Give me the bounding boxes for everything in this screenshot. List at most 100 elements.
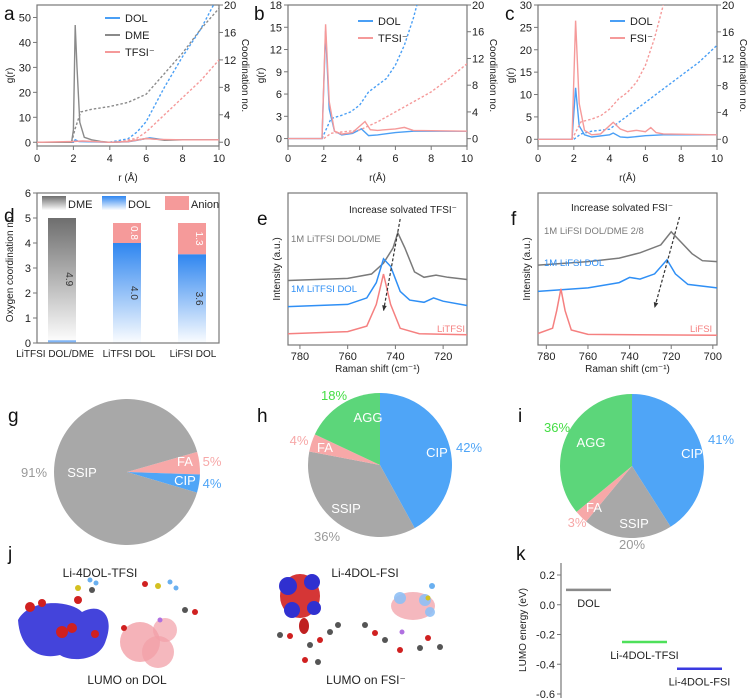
legend-swatch (165, 196, 189, 210)
slice-percent-label: 36% (544, 420, 570, 435)
y2-tick-label: 20 (224, 0, 236, 12)
y2-tick-label: 4 (472, 107, 478, 119)
y2-tick-label: 12 (722, 54, 734, 66)
bar-segment-dol (178, 254, 206, 343)
y-tick-label: 0 (25, 338, 31, 350)
trend-arrow-head (653, 302, 659, 308)
slice-percent-label: 42% (456, 440, 482, 455)
x-tick-label: 8 (180, 153, 186, 165)
panel-letter-b: b (254, 4, 265, 25)
series-label: LiTFSI (437, 324, 465, 335)
y2-tick-label: 12 (472, 53, 484, 65)
y-tick-label: 5 (25, 213, 31, 225)
x-axis-label: r(Å) (619, 171, 636, 184)
y-tick-label: -0.6 (536, 689, 555, 700)
panel-j-left-caption: LUMO on DOL (87, 673, 167, 687)
plot-frame (537, 192, 718, 346)
pie-slice-cip (632, 394, 704, 527)
pie-slice-agg (559, 394, 632, 512)
y2-axis-label: Coordination no. (487, 39, 498, 112)
x-category-label: LiTFSI DOL/DME (16, 349, 94, 360)
panel-d-chart: 0 1 2 3 4 5 6 Oxygen coordination no. LiTFSI DOL… (5, 188, 220, 360)
y-tick-label: 0 (276, 134, 282, 146)
y2-tick-label: 8 (224, 82, 230, 94)
bar-value-label: 0.8 (128, 226, 139, 240)
x-tick-label: 8 (428, 153, 434, 165)
y-tick-label: 15 (520, 67, 532, 79)
coordination-line-1 (571, 5, 664, 140)
raman-spectrum-1 (287, 257, 468, 308)
x-category-label: LiFSI DOL (170, 349, 217, 360)
legend-label: DOL (125, 13, 148, 25)
y-axis-label: Intensity (a.u.) (522, 237, 533, 300)
y-tick-label: 0 (25, 137, 31, 149)
x-tick-label: 4 (607, 153, 613, 165)
y2-tick-label: 8 (722, 81, 728, 93)
y-tick-label: 6 (25, 188, 31, 200)
panel-j-right-caption: LUMO on FSI⁻ (326, 673, 406, 687)
y-axis-label: g(r) (5, 68, 16, 84)
y2-tick-label: 20 (722, 0, 734, 12)
slice-percent-label: 41% (708, 432, 734, 447)
legend-label: DME (68, 199, 92, 211)
panel-letter-g: g (8, 406, 19, 427)
x-tick-label: 8 (678, 153, 684, 165)
panel-letter-d: d (4, 206, 15, 227)
slice-name-label: SSIP (331, 501, 361, 516)
y-tick-label: 10 (520, 90, 532, 102)
x-tick-label: 700 (704, 351, 722, 363)
pie-slice-fa (576, 466, 632, 522)
plot-frame (537, 4, 718, 147)
x-tick-label: 6 (143, 153, 149, 165)
panel-b-chart: 0 2 4 6 8 10 0 3 6 9 12 15 18 0 4 8 12 16 20 r(Å) g(r) Coordi… (256, 0, 498, 184)
bar-segment-dme (48, 218, 76, 341)
slice-name-label: CIP (681, 446, 703, 461)
y-tick-label: 20 (520, 45, 532, 57)
energy-level-label: Li-4DOL-FSI (669, 677, 731, 689)
slice-percent-label: 20% (619, 537, 645, 552)
energy-level-label: DOL (577, 598, 600, 610)
rdf-line-1 (538, 20, 717, 140)
slice-percent-label: 4% (203, 476, 222, 491)
y-tick-label: 9 (276, 67, 282, 79)
bar-segment-anion (178, 223, 206, 255)
y2-tick-label: 8 (472, 80, 478, 92)
annotation-text: Increase solvated FSI⁻ (571, 203, 673, 214)
energy-level-label: Li-4DOL-TFSI (610, 650, 678, 662)
bar-segment-dol (113, 243, 141, 343)
plot-frame (287, 192, 468, 346)
slice-name-label: FA (317, 440, 333, 455)
x-tick-label: 760 (338, 351, 356, 363)
legend-label: DOL (630, 16, 653, 28)
y-tick-label: 25 (520, 22, 532, 34)
y-tick-label: 3 (25, 263, 31, 275)
legend-label: DME (125, 30, 149, 42)
panel-letters: a b c d e f g h i j k (4, 4, 526, 565)
y-tick-label: -0.4 (536, 659, 555, 671)
y-tick-label: 3 (276, 111, 282, 123)
x-tick-label: 2 (321, 153, 327, 165)
x-tick-label: 780 (291, 351, 309, 363)
y-tick-label: 2 (25, 288, 31, 300)
legend-label: FSI⁻ (630, 33, 653, 45)
x-tick-label: 2 (70, 153, 76, 165)
rdf-line-1 (37, 24, 219, 144)
y2-tick-label: 4 (722, 107, 728, 119)
slice-percent-label: 3% (568, 515, 587, 530)
x-tick-label: 4 (357, 153, 363, 165)
panel-j: Li-4DOL-TFSI LUMO on DOL Li-4DOL-FSI LUM… (18, 566, 443, 687)
x-tick-label: 4 (107, 153, 113, 165)
rdf-line-0 (538, 87, 717, 140)
coordination-line-0 (321, 5, 418, 139)
y-tick-label: 5 (526, 112, 532, 124)
bar-segment-anion (113, 223, 141, 243)
rdf-line-2 (37, 137, 219, 144)
y2-axis-label: Coordination no. (239, 39, 250, 112)
pie-slice-agg (314, 393, 380, 465)
y-axis-label: LUMO energy (eV) (518, 588, 529, 672)
y-tick-label: 50 (19, 12, 31, 24)
panel-letter-k: k (516, 544, 526, 565)
slice-percent-label: 4% (290, 433, 309, 448)
x-tick-label: 720 (662, 351, 680, 363)
